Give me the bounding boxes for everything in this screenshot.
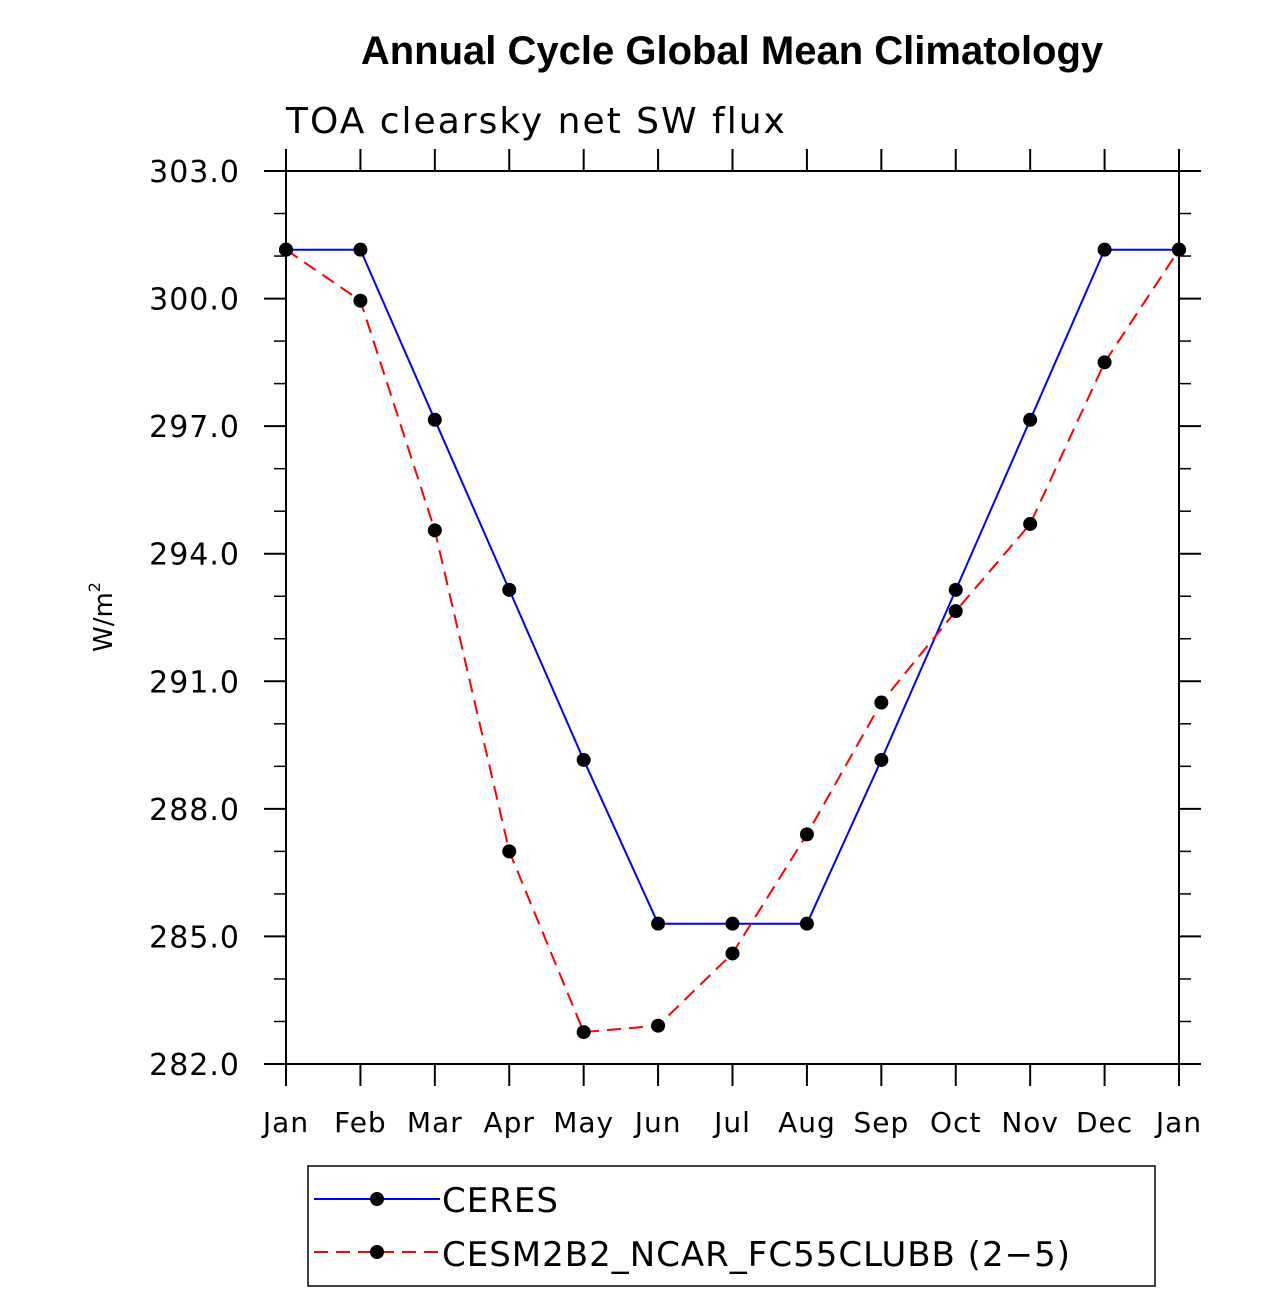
legend-marker-cesm: [370, 1245, 384, 1259]
chart-subtitle: TOA clearsky net SW flux: [285, 101, 787, 142]
data-point-ceres: [502, 582, 517, 597]
data-point-cesm: [725, 946, 740, 961]
y-axis-label: W/m2: [85, 582, 119, 652]
x-tick-label: Feb: [334, 1106, 387, 1139]
data-point-cesm: [353, 293, 368, 308]
data-point-cesm: [651, 1018, 666, 1033]
data-point-ceres: [353, 242, 368, 257]
data-point-ceres: [651, 916, 666, 931]
y-tick-label: 303.0: [149, 155, 240, 190]
legend-box: [307, 1165, 1156, 1287]
x-axis-tick-labels: Jan Feb Mar Apr May Jun Jul Aug Sep Oct Nov Dec Jan: [261, 1106, 1202, 1139]
x-tick-label: Apr: [484, 1106, 535, 1139]
data-point-cesm: [948, 604, 963, 619]
data-point-cesm: [279, 242, 293, 257]
y-tick-label: 285.0: [149, 920, 240, 955]
data-point-ceres: [576, 752, 591, 767]
data-point-ceres: [1023, 412, 1038, 427]
data-point-ceres: [948, 582, 963, 597]
data-point-ceres: [427, 412, 442, 427]
y-tick-label: 300.0: [149, 283, 240, 318]
y-axis-tick-labels: 303.0 300.0 297.0 294.0 291.0 288.0 285.0 282.0: [149, 155, 240, 1083]
x-tick-label: Nov: [1001, 1106, 1059, 1139]
series-line-cesm: [285, 248, 1180, 1034]
series-layer: [279, 242, 1186, 1040]
x-tick-label: Mar: [407, 1106, 463, 1139]
data-point-cesm: [1023, 516, 1038, 531]
data-point-cesm: [1097, 355, 1112, 370]
chart-title: Annual Cycle Global Mean Climatology: [361, 29, 1104, 73]
data-point-cesm: [576, 1025, 591, 1040]
data-point-ceres: [725, 916, 740, 931]
axis-ticks: [264, 149, 1201, 1086]
y-tick-label: 297.0: [149, 410, 240, 445]
x-tick-label: Jan: [1154, 1106, 1202, 1139]
y-tick-label: 282.0: [149, 1048, 240, 1083]
x-tick-label: May: [553, 1106, 614, 1139]
y-tick-label: 294.0: [149, 538, 240, 573]
data-point-ceres: [874, 752, 889, 767]
x-tick-label: Aug: [778, 1106, 836, 1139]
data-point-cesm: [1172, 242, 1186, 257]
data-point-cesm: [799, 827, 814, 842]
data-point-cesm: [427, 523, 442, 538]
legend-label-cesm: CESM2B2_NCAR_FC55CLUBB (2−5): [442, 1235, 1071, 1275]
x-tick-label: Oct: [930, 1106, 981, 1139]
legend: CERES CESM2B2_NCAR_FC55CLUBB (2−5): [307, 1165, 1156, 1287]
data-point-cesm: [502, 844, 517, 859]
x-tick-label: Jan: [261, 1106, 309, 1139]
y-tick-label: 288.0: [149, 793, 240, 828]
x-tick-label: Dec: [1076, 1106, 1133, 1139]
y-tick-label: 291.0: [149, 665, 240, 700]
legend-label-ceres: CERES: [442, 1181, 559, 1221]
data-point-ceres: [1097, 242, 1112, 257]
x-tick-label: Jun: [633, 1106, 682, 1139]
legend-marker-ceres: [370, 1192, 384, 1206]
x-tick-label: Jul: [712, 1106, 751, 1139]
series-line-ceres: [286, 248, 1179, 925]
x-tick-label: Sep: [853, 1106, 909, 1139]
data-point-cesm: [874, 695, 889, 710]
data-point-ceres: [799, 916, 814, 931]
